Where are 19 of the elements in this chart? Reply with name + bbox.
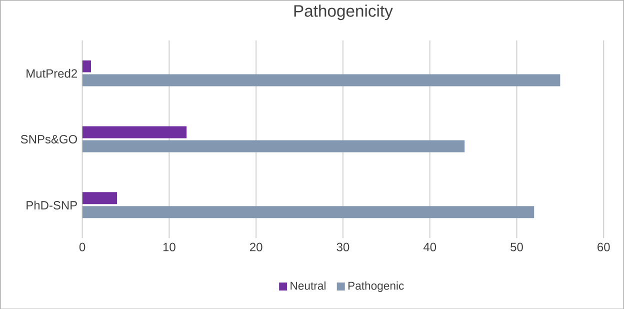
y-tick-label: PhD-SNP bbox=[26, 200, 77, 210]
legend-label: Pathogenic bbox=[348, 281, 404, 292]
x-tick-label: 30 bbox=[336, 242, 350, 252]
x-tick-label: 0 bbox=[79, 242, 86, 252]
bar bbox=[82, 126, 187, 138]
bar bbox=[82, 60, 91, 72]
x-tick-label: 60 bbox=[598, 242, 610, 252]
x-tick-label: 20 bbox=[250, 242, 262, 252]
bar bbox=[82, 192, 118, 204]
y-tick-label: SNPs&GO bbox=[20, 134, 78, 144]
y-tick-label: MutPred2 bbox=[26, 68, 77, 78]
x-tick-label: 50 bbox=[510, 242, 523, 252]
legend-label: Neutral bbox=[290, 281, 326, 290]
x-tick-label: 40 bbox=[423, 242, 436, 252]
bar bbox=[82, 140, 465, 152]
chart-title: Pathogenicity bbox=[294, 4, 393, 20]
bar bbox=[82, 74, 560, 86]
bar bbox=[82, 206, 534, 218]
x-tick-label: 10 bbox=[163, 242, 176, 252]
